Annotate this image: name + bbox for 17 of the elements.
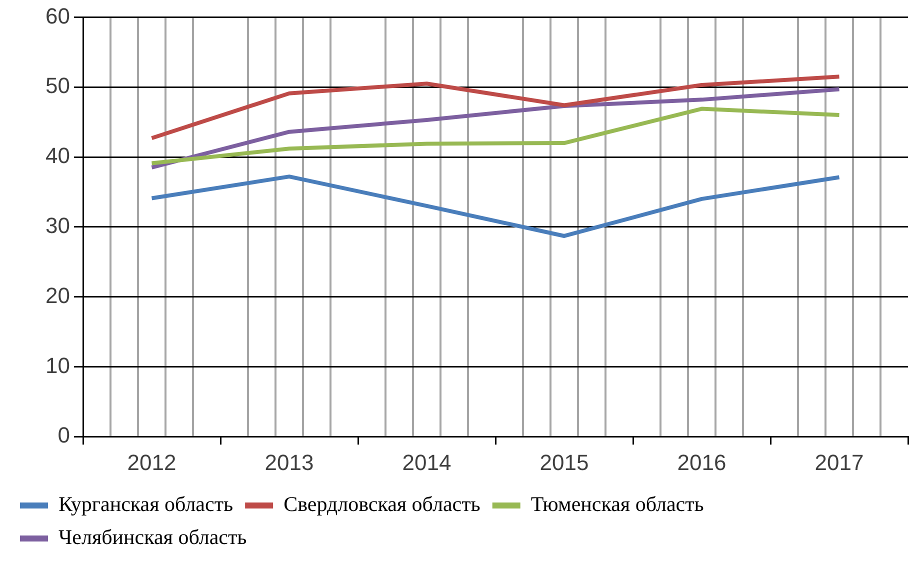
- y-tick-label: 40: [46, 143, 70, 168]
- x-tick-label: 2014: [402, 450, 452, 475]
- y-tick-label: 20: [46, 282, 70, 308]
- y-tick-label: 0: [58, 422, 70, 448]
- x-tick-label: 2015: [540, 450, 589, 475]
- legend-label: Челябинская область: [58, 525, 247, 550]
- y-tick-label: 10: [46, 352, 70, 378]
- x-tick-label: 2012: [127, 450, 176, 475]
- legend-label: Курганская область: [58, 492, 234, 516]
- x-tick-label: 2013: [264, 450, 314, 475]
- y-tick-label: 50: [46, 73, 70, 98]
- x-tick-label: 2017: [814, 450, 864, 475]
- legend-label: Тюменская область: [530, 492, 704, 516]
- x-tick-label: 2016: [677, 450, 726, 475]
- y-tick-label: 30: [46, 212, 70, 238]
- legend-label: Свердловская область: [284, 492, 480, 516]
- y-tick-label: 60: [46, 3, 70, 28]
